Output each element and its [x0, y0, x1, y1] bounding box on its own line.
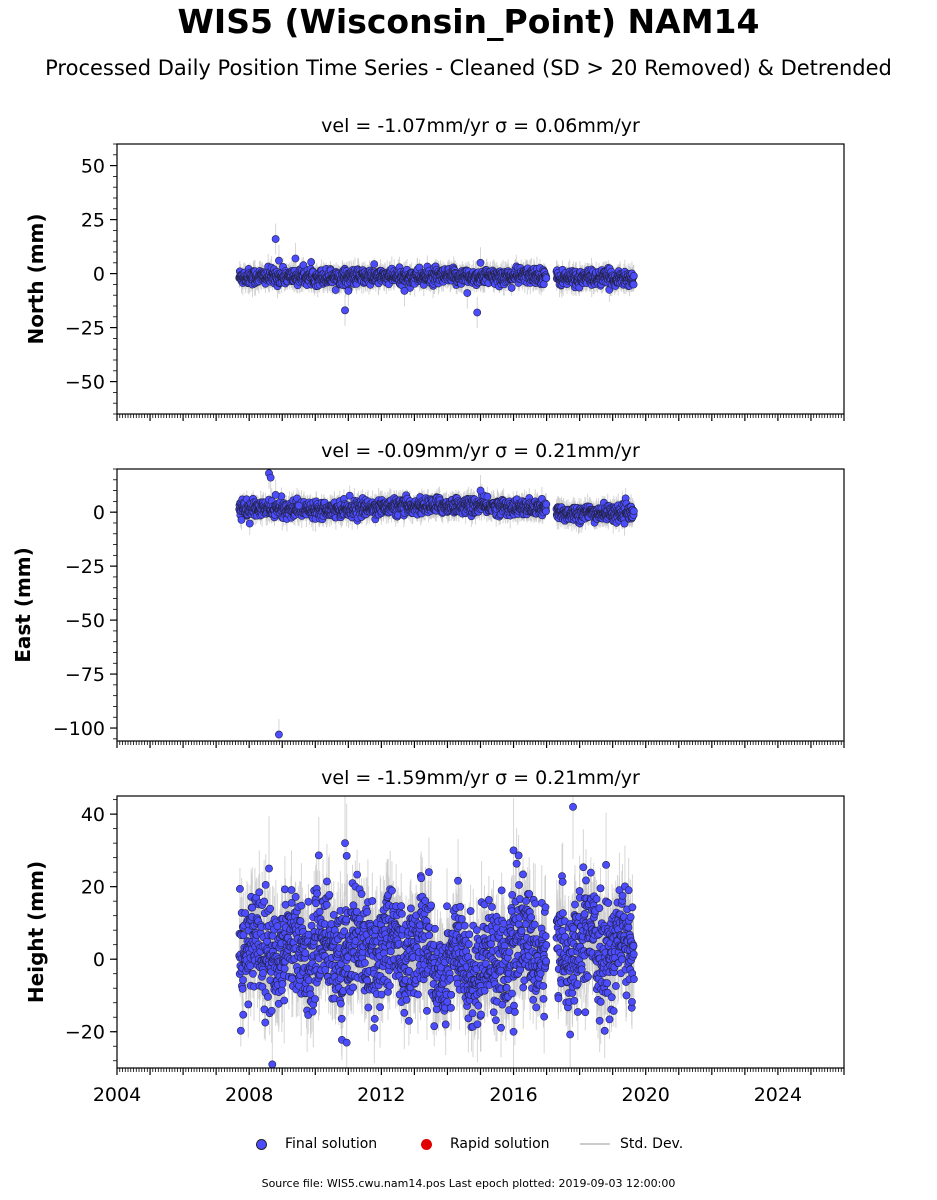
data-point	[291, 254, 300, 263]
data-point	[237, 515, 246, 524]
y-tick-label: 0	[93, 264, 105, 286]
data-point	[463, 289, 472, 297]
data-point	[271, 235, 280, 243]
data-point	[629, 272, 638, 280]
data-point	[275, 256, 283, 265]
data-point	[476, 258, 485, 267]
data-point	[331, 286, 340, 294]
y-axis-label: North (mm)	[24, 213, 48, 344]
panel-title: vel = -1.07mm/yr σ = 0.06mm/yr	[321, 115, 640, 137]
data-point	[245, 519, 254, 528]
data-point	[629, 280, 638, 289]
data-point	[307, 258, 316, 266]
data-point	[345, 491, 354, 500]
data-layer	[235, 469, 638, 741]
data-layer	[235, 223, 638, 329]
y-tick-label: −50	[65, 372, 105, 394]
y-tick-label: 25	[81, 210, 105, 232]
data-point	[542, 274, 551, 283]
data-point	[473, 308, 482, 317]
data-point	[370, 260, 379, 269]
panel-1: vel = -1.07mm/yr σ = 0.06mm/yr North (mm)…	[24, 115, 845, 421]
y-tick-label: 50	[81, 156, 105, 178]
data-point	[400, 286, 409, 295]
data-point	[341, 306, 349, 315]
y-tick-label: −25	[65, 318, 105, 340]
figure-subtitle: Processed Daily Position Time Series - C…	[45, 56, 892, 80]
data-point	[507, 283, 516, 292]
figure-title: WIS5 (Wisconsin_Point) NAM14	[177, 2, 760, 41]
data-point	[344, 286, 353, 295]
